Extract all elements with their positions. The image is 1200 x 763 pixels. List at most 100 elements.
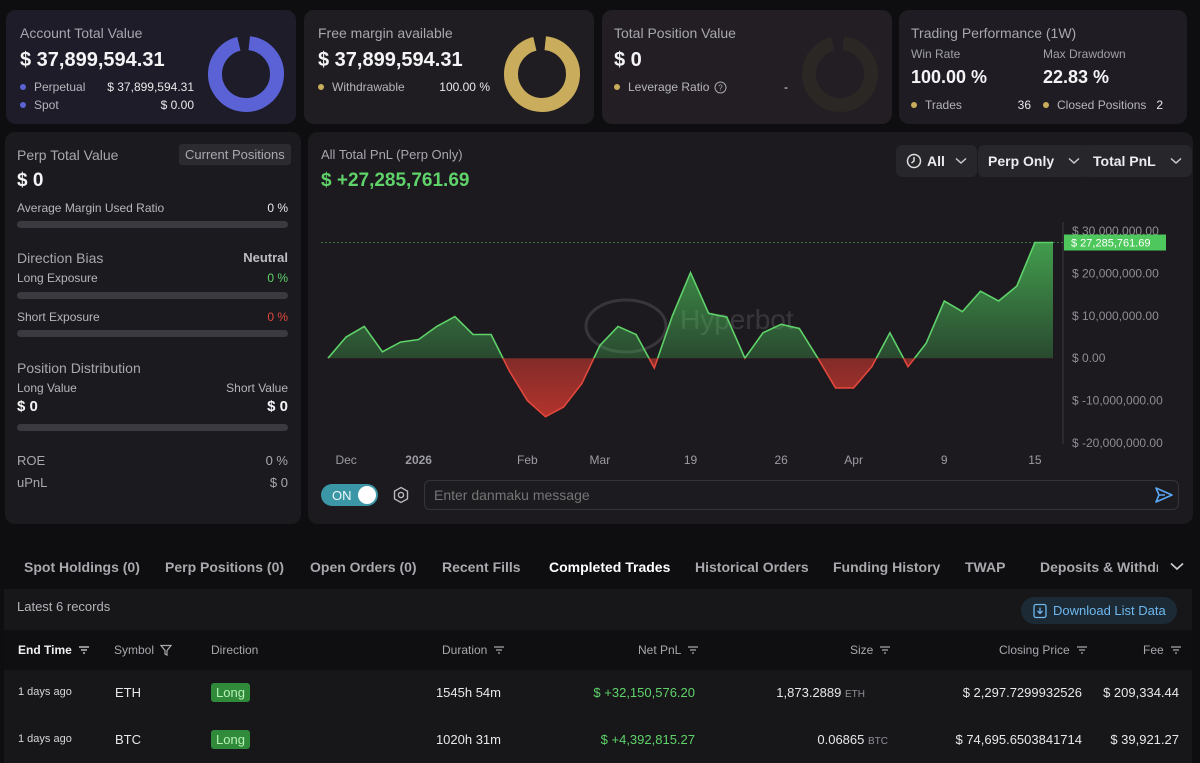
leverage-value: - (784, 80, 788, 94)
danmaku-input[interactable] (424, 480, 1179, 510)
long-value-label: Long Value (17, 381, 77, 395)
distribution-bar (17, 424, 288, 431)
x-tick-label: 2026 (405, 453, 432, 467)
tab-completed-trades[interactable]: Completed Trades (549, 559, 671, 575)
short-value-label: Short Value (226, 381, 288, 395)
direction-badge: Long (211, 683, 250, 702)
short-value: $ 0 (267, 398, 288, 415)
th-fee[interactable]: Fee (1143, 643, 1182, 657)
pnl-panel: All Total PnL (Perp Only) $ +27,285,761.… (308, 132, 1193, 524)
free-margin-title: Free margin available (318, 25, 453, 41)
upnl-label: uPnL (17, 475, 48, 490)
pnl-line-positive (327, 241, 1053, 359)
short-exposure-value: 0 % (267, 310, 288, 324)
records-count: Latest 6 records (17, 599, 111, 614)
th-size[interactable]: Size (850, 643, 891, 657)
trading-performance-card: Trading Performance (1W) Win Rate 100.00… (899, 10, 1187, 124)
download-icon (1033, 603, 1047, 618)
total-position-title: Total Position Value (614, 25, 736, 41)
total-position-card: Total Position Value $ 0 Leverage Ratio … (602, 10, 892, 124)
long-value: $ 0 (17, 398, 38, 415)
current-positions-badge[interactable]: Current Positions (179, 144, 291, 165)
x-tick-label: Dec (335, 453, 356, 467)
y-tick-label: $ -20,000,000.00 (1072, 436, 1163, 450)
th-duration[interactable]: Duration (442, 643, 505, 657)
danmaku-toggle[interactable]: ON (321, 484, 378, 506)
long-exposure-value: 0 % (267, 271, 288, 285)
withdrawable-value: 100.00 % (439, 80, 490, 94)
tab-funding-history[interactable]: Funding History (833, 559, 941, 575)
th-end-time[interactable]: End Time (18, 643, 90, 657)
roe-value: 0 % (265, 453, 288, 468)
free-margin-card: Free margin available $ 37,899,594.31 Wi… (304, 10, 594, 124)
cell-net-pnl: $ +4,392,815.27 (600, 732, 695, 747)
send-icon[interactable] (1154, 486, 1174, 504)
y-tick-label: $ 20,000,000.00 (1072, 266, 1159, 280)
total-position-value: $ 0 (614, 49, 642, 71)
tabs-more-chevron-icon[interactable] (1170, 562, 1184, 571)
cell-duration: 1020h 31m (435, 732, 501, 747)
account-donut-chart (208, 36, 284, 112)
info-icon[interactable]: ? (714, 81, 727, 94)
y-tick-label: $ 0.00 (1072, 351, 1106, 365)
x-tick-label: 9 (941, 453, 948, 467)
max-drawdown-label: Max Drawdown (1043, 47, 1126, 61)
account-total-value: $ 37,899,594.31 (20, 49, 165, 71)
pnl-chart: Hyperbot $ 30,000,000.00$ 20,000,000.00$… (321, 222, 1166, 467)
direction-bias-label: Direction Bias (17, 250, 104, 266)
tab-deposits-withdrawals[interactable]: Deposits & Withdrav (1040, 559, 1158, 575)
clock-icon (906, 153, 922, 169)
x-tick-label: Feb (517, 453, 538, 467)
pnl-value: $ +27,285,761.69 (321, 170, 470, 191)
short-exposure-bar (17, 330, 288, 337)
tab-twap[interactable]: TWAP (965, 559, 1006, 575)
tab-spot-holdings[interactable]: Spot Holdings (0) (24, 559, 140, 575)
tab-historical-orders[interactable]: Historical Orders (695, 559, 809, 575)
trades-row: Trades (911, 98, 962, 112)
sort-icon (688, 646, 699, 654)
long-exposure-label: Long Exposure (17, 271, 98, 285)
danmaku-settings-icon[interactable] (392, 486, 410, 504)
cell-symbol: ETH (115, 685, 141, 700)
perp-panel: Perp Total Value Current Positions $ 0 A… (5, 132, 301, 524)
x-tick-label: 26 (774, 453, 788, 467)
table-header-row (4, 630, 1192, 670)
cell-symbol: BTC (115, 732, 141, 747)
cell-end-time: 1 days ago (18, 686, 72, 698)
th-net-pnl[interactable]: Net PnL (638, 643, 699, 657)
withdrawable-row: Withdrawable (318, 80, 405, 94)
tab-open-orders[interactable]: Open Orders (0) (310, 559, 417, 575)
max-drawdown-value: 22.83 % (1043, 67, 1110, 87)
win-rate-value: 100.00 % (911, 67, 988, 87)
x-tick-label: 19 (684, 453, 698, 467)
spot-row: Spot (20, 98, 59, 112)
th-symbol[interactable]: Symbol (114, 643, 173, 657)
perp-total-title: Perp Total Value (17, 147, 119, 163)
cell-size-unit: BTC (868, 736, 888, 747)
total-position-donut-chart (802, 36, 878, 112)
leverage-row: Leverage Ratio ? (614, 80, 727, 94)
perp-filter-dropdown[interactable]: Perp Only (978, 145, 1091, 177)
roe-label: ROE (17, 453, 46, 468)
current-value-label: $ 27,285,761.69 (1071, 238, 1151, 250)
tab-recent-fills[interactable]: Recent Fills (442, 559, 521, 575)
x-tick-label: 15 (1028, 453, 1042, 467)
time-range-dropdown[interactable]: All (896, 145, 977, 177)
position-distribution-label: Position Distribution (17, 360, 141, 376)
account-total-card: Account Total Value $ 37,899,594.31 Perp… (6, 10, 296, 124)
trades-value: 36 (1017, 98, 1031, 112)
perpetual-row: Perpetual (20, 80, 85, 94)
long-exposure-bar (17, 292, 288, 299)
cell-fee: $ 39,921.27 (1110, 732, 1179, 747)
amur-label: Average Margin Used Ratio (17, 201, 165, 215)
pnl-type-dropdown[interactable]: Total PnL (1083, 145, 1192, 177)
cell-size: 0.06865 (817, 732, 865, 747)
y-tick-label: $ 10,000,000.00 (1072, 309, 1159, 323)
spot-value: $ 0.00 (160, 98, 194, 112)
th-closing-price[interactable]: Closing Price (999, 643, 1088, 657)
tab-perp-positions[interactable]: Perp Positions (0) (165, 559, 285, 575)
amur-bar (17, 221, 288, 228)
cell-closing-price: $ 74,695.6503841714 (955, 732, 1082, 747)
current-value-label-bg (1064, 234, 1166, 251)
download-button[interactable]: Download List Data (1021, 597, 1177, 624)
